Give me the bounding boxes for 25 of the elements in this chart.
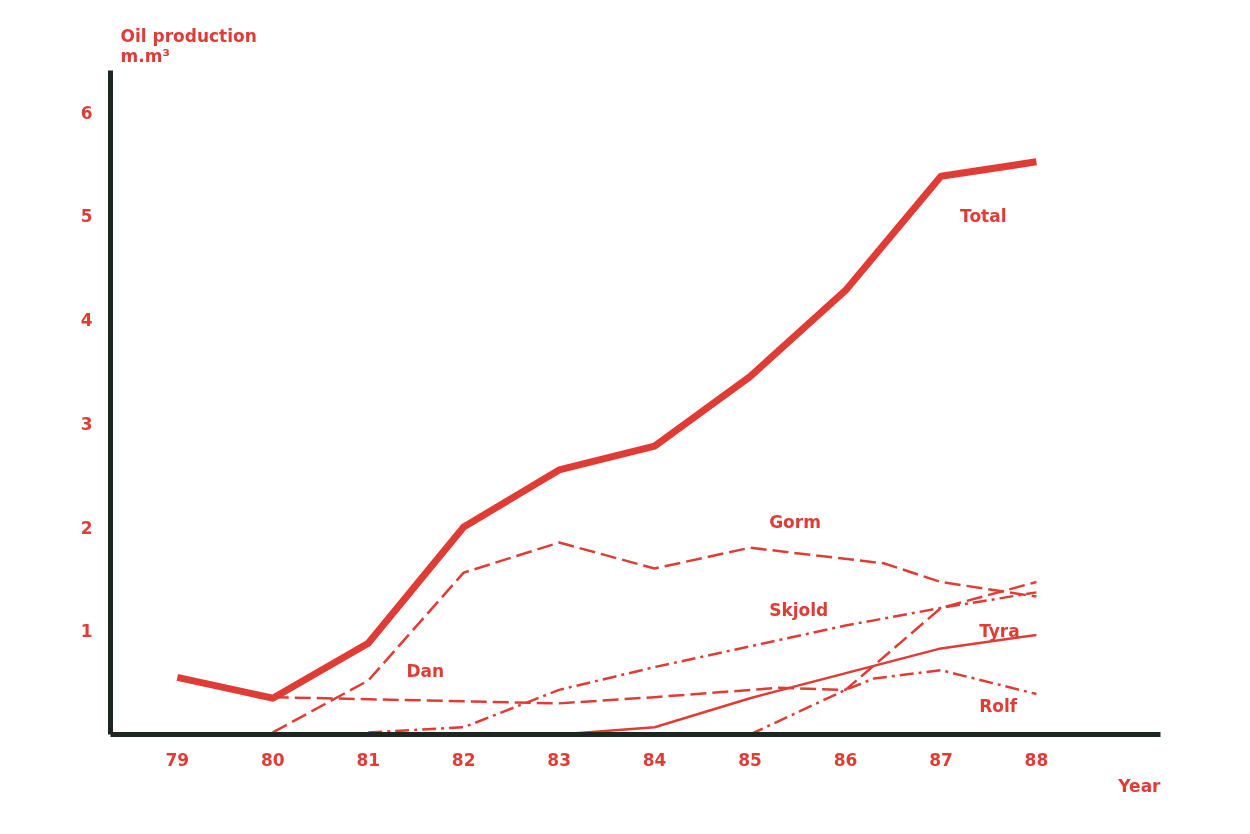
line-series [271,541,1038,734]
x-tick-label: 85 [738,749,762,770]
y-tick-label: 5 [80,206,93,227]
x-tick-label: 81 [356,749,381,770]
x-tick-label: 86 [833,749,858,770]
x-tick-label: 84 [642,749,667,770]
y-tick-label: 2 [80,517,93,538]
y-axis-title: Oil production m.m³ [120,25,257,66]
x-tick-label: 82 [451,749,476,770]
y-tick-label: 3 [80,413,93,434]
x-tick-label: 80 [260,749,285,770]
y-tick-label: 4 [80,310,93,330]
x-axis-title: Year [1117,775,1162,796]
series-label: Rolf [979,695,1018,716]
series-label: Gorm [769,512,821,533]
series-label: Skjold [769,600,829,621]
series-label: Dan [406,660,445,681]
series-label: Total [960,206,1007,227]
x-tick-label: 87 [929,749,953,770]
y-tick-label: 6 [80,102,93,123]
x-tick-label: 88 [1024,749,1049,770]
x-tick-label: 79 [165,749,190,770]
y-tick-label: 1 [80,621,93,642]
x-tick-label: 83 [547,749,571,770]
series-label: Tyra [979,621,1020,642]
